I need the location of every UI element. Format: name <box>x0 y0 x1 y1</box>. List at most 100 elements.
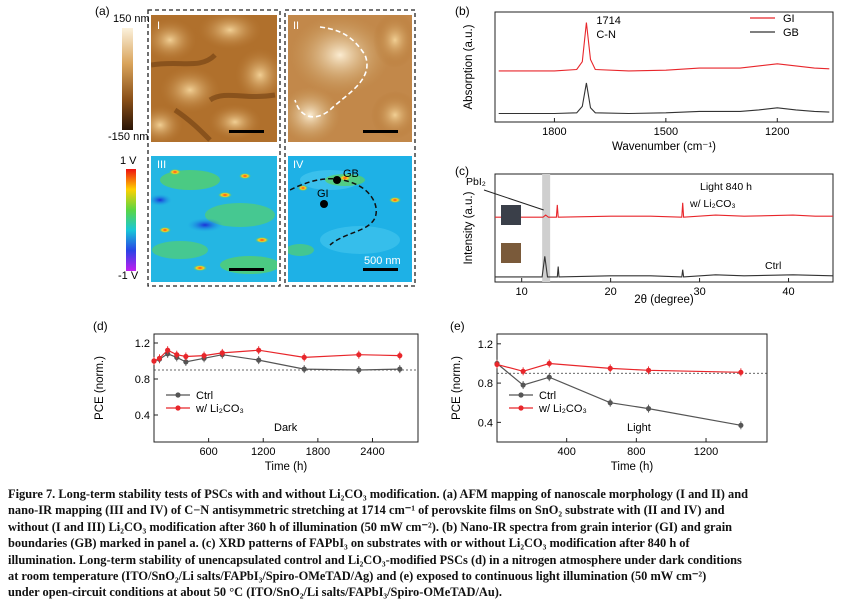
quadrant-iii-label: III <box>157 159 166 171</box>
caption-line: without (I and III) Li₂CO₃ modification … <box>8 519 733 534</box>
x-axis-label: Wavenumber (cm⁻¹) <box>612 141 716 153</box>
data-point <box>738 369 744 375</box>
caption-line: under open-circuit conditions at about 5… <box>8 585 502 600</box>
peak-annotation: C-N <box>596 29 616 41</box>
plot-frame <box>496 333 768 443</box>
data-point <box>174 352 180 358</box>
y-axis-label: Absorption (a.u.) <box>463 24 475 109</box>
y-tick-label: 1.2 <box>478 339 493 351</box>
quadrant-iv-label: IV <box>293 159 304 171</box>
afm-colorbar-max: 150 nm <box>113 13 150 25</box>
legend-label: w/ Li₂CO₃ <box>538 403 587 415</box>
frame-with <box>284 9 416 287</box>
data-point <box>520 382 526 388</box>
series-label: w/ Li₂CO₃ <box>689 198 736 210</box>
x-tick-label: 1800 <box>306 446 330 458</box>
data-point <box>494 361 500 368</box>
sample-photo-ctrl <box>501 243 521 263</box>
data-point <box>397 366 403 372</box>
legend-marker <box>518 405 524 411</box>
xrd-line <box>495 256 834 278</box>
legend-label: GI <box>783 13 795 25</box>
data-point <box>156 355 163 361</box>
x-tick-label: 30 <box>693 286 705 298</box>
y-tick-label: 1.2 <box>135 338 150 350</box>
y-tick-label: 0.4 <box>478 417 493 429</box>
ir-map-iv <box>288 156 412 282</box>
data-point <box>201 353 207 359</box>
data-point <box>165 347 171 353</box>
condition-annotation: Dark <box>274 422 298 434</box>
ir-colorbar-min: -1 V <box>118 270 139 282</box>
x-axis-label: 2θ (degree) <box>634 294 694 306</box>
scale-bar-i <box>229 130 264 133</box>
gi-marker <box>320 200 328 208</box>
spectrum-line-gi <box>498 22 830 72</box>
caption-line: Figure 7. Long-term stability tests of P… <box>8 487 749 501</box>
ir-colorbar <box>126 169 136 271</box>
x-tick-label: 800 <box>627 446 645 458</box>
legend-label: w/ Li₂CO₃ <box>195 403 244 415</box>
legend-marker <box>175 405 181 411</box>
scale-bar-iv <box>363 268 398 271</box>
data-point <box>301 366 307 372</box>
data-point <box>645 406 652 412</box>
chart-b: (b) 1800 1500 1200 Wavenumber (cm⁻¹) Absorpti… <box>455 4 834 153</box>
x-tick-label: 600 <box>199 446 217 458</box>
y-axis-label: Intensity (a.u.) <box>463 191 475 264</box>
x-tick-label: 1500 <box>654 126 678 138</box>
data-point <box>607 365 613 371</box>
scale-bar-ii <box>363 130 398 133</box>
data-point <box>256 357 262 363</box>
pbi2-arrow <box>483 189 544 211</box>
y-tick-label: 0.4 <box>135 410 150 422</box>
condition-annotation: Light <box>627 422 651 434</box>
panel-label: (c) <box>455 164 469 178</box>
data-point <box>546 360 552 367</box>
quadrant-i-label: I <box>157 20 160 32</box>
panel-label: (d) <box>93 319 108 333</box>
ir-map-iii <box>151 156 277 282</box>
quadrant-ii-label: II <box>293 20 299 32</box>
caption-line: nano-IR mapping (III and IV) of C−N anti… <box>8 503 725 518</box>
gb-marker-label: GB <box>343 168 359 180</box>
data-point <box>183 359 189 365</box>
afm-colorbar <box>122 28 133 130</box>
legend-marker <box>518 392 524 398</box>
x-tick-label: 2400 <box>360 446 384 458</box>
data-point <box>356 352 362 358</box>
chart-d: (d) 600 1200 1800 2400 0.4 0.8 1.2 Time (h) PCE (… <box>93 319 419 473</box>
legend-label: Ctrl <box>539 390 556 402</box>
ir-colorbar-max: 1 V <box>120 155 137 167</box>
panel-label: (b) <box>455 4 470 18</box>
x-axis-label: Time (h) <box>611 461 654 473</box>
afm-map-i <box>151 15 277 142</box>
data-point <box>183 353 189 360</box>
legend-marker <box>175 392 181 398</box>
x-tick-label: 400 <box>557 446 575 458</box>
gi-marker-label: GI <box>317 188 329 200</box>
afm-map-ii <box>288 15 412 142</box>
panel-label: (e) <box>450 319 465 333</box>
pbi2-annotation: PbI₂ <box>466 176 486 188</box>
panel-a: (a) 150 nm -150 nm 1 V -1 V I II <box>95 4 416 287</box>
plot-frame <box>153 333 419 443</box>
pce-line <box>496 362 741 373</box>
gb-marker <box>333 176 341 184</box>
y-axis-label: PCE (norm.) <box>94 356 106 420</box>
data-point <box>301 354 307 360</box>
data-point <box>151 358 157 364</box>
legend-label: Ctrl <box>196 390 213 402</box>
y-axis-label: PCE (norm.) <box>451 356 463 420</box>
y-tick-label: 0.8 <box>478 378 493 390</box>
data-point <box>256 347 262 353</box>
caption-line: boundaries (GB) marked in panel a. (c) X… <box>8 536 690 551</box>
pbi2-highlight <box>542 174 551 282</box>
frame-without <box>147 9 281 287</box>
data-point <box>520 368 526 374</box>
data-point <box>546 374 552 380</box>
scale-bar-iii <box>229 268 264 271</box>
x-tick-label: 1200 <box>694 446 718 458</box>
xrd-line <box>495 202 833 218</box>
panel-a-label: (a) <box>95 4 110 18</box>
